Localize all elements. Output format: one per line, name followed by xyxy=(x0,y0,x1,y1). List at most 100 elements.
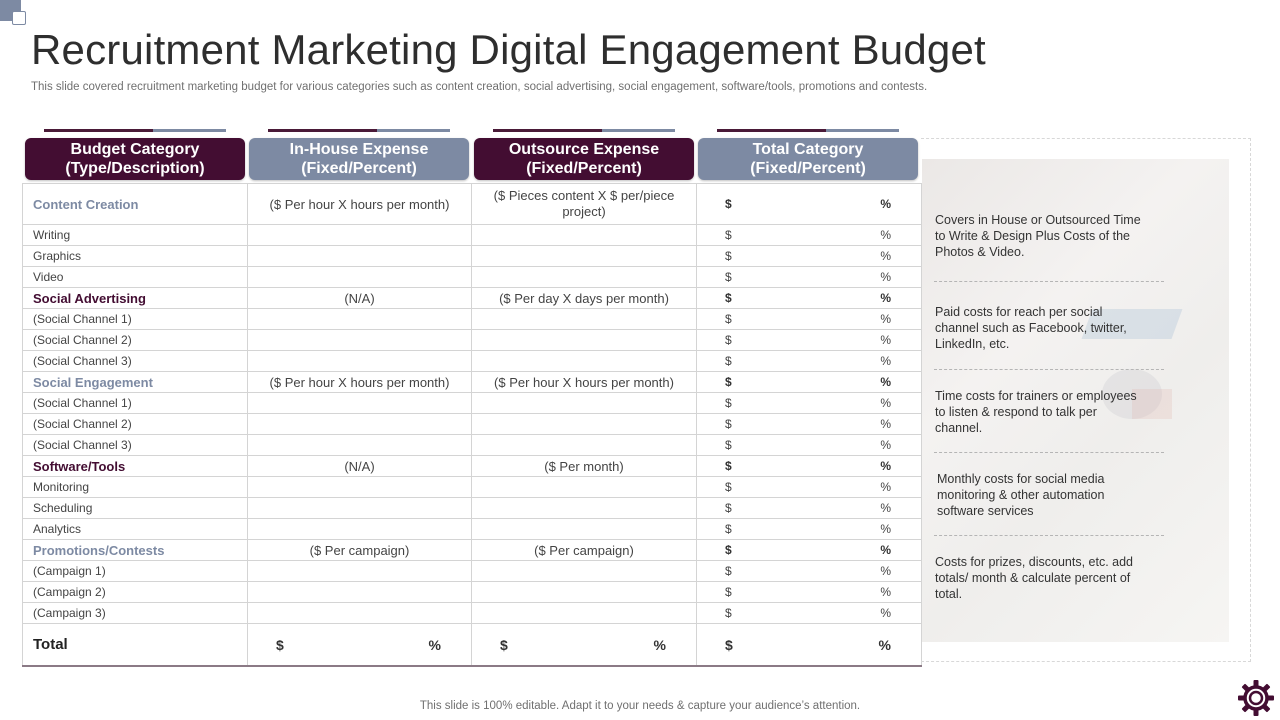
outsource-cell xyxy=(471,350,697,372)
row-label: (Campaign 2) xyxy=(22,581,248,603)
subcategory-row: Scheduling $% xyxy=(22,497,922,519)
budget-table: Content Creation ($ Per hour X hours per … xyxy=(22,183,922,667)
row-label: (Social Channel 3) xyxy=(22,434,248,456)
outsource-cell: ($ Per campaign) xyxy=(471,539,697,561)
total-cell: $% xyxy=(696,392,922,414)
inhouse-cell xyxy=(247,560,472,582)
row-label: (Social Channel 1) xyxy=(22,392,248,414)
note-promotions-contests: Costs for prizes, discounts, etc. add to… xyxy=(935,555,1134,601)
total-inhouse-cell: $ % xyxy=(247,623,472,667)
page-title: Recruitment Marketing Digital Engagement… xyxy=(31,26,986,73)
dollar-sign: $ xyxy=(725,543,732,557)
outsource-cell xyxy=(471,392,697,414)
outsource-cell xyxy=(471,602,697,624)
subcategory-row: (Social Channel 3) $% xyxy=(22,350,922,372)
note-divider xyxy=(934,452,1164,453)
total-outsource-cell: $ % xyxy=(471,623,697,667)
subcategory-row: (Social Channel 2) $% xyxy=(22,413,922,435)
subcategory-row: Monitoring $% xyxy=(22,476,922,498)
total-cell: $% xyxy=(696,602,922,624)
note-social-engagement: Time costs for trainers or employees to … xyxy=(935,389,1137,435)
percent-sign: % xyxy=(880,270,891,284)
outsource-cell: ($ Per month) xyxy=(471,455,697,477)
percent-sign: % xyxy=(880,312,891,326)
percent-sign: % xyxy=(880,564,891,578)
outsource-cell xyxy=(471,497,697,519)
row-label: (Social Channel 1) xyxy=(22,308,248,330)
inhouse-cell xyxy=(247,476,472,498)
corner-checkbox-icon xyxy=(12,11,26,25)
total-category-cell: $ % xyxy=(696,623,922,667)
dollar-sign: $ xyxy=(725,312,732,326)
category-row: Software/Tools (N/A) ($ Per month) $% xyxy=(22,455,922,477)
total-cell: $% xyxy=(696,266,922,288)
percent-sign: % xyxy=(880,438,891,452)
category-row: Social Advertising (N/A) ($ Per day X days… xyxy=(22,287,922,309)
outsource-cell: ($ Pieces content X $ per/piece project) xyxy=(471,183,697,225)
row-label: (Campaign 3) xyxy=(22,602,248,624)
percent-sign: % xyxy=(880,501,891,515)
subcategory-row: (Social Channel 2) $% xyxy=(22,329,922,351)
inhouse-cell xyxy=(247,602,472,624)
subcategory-row: Writing $% xyxy=(22,224,922,246)
total-cell: $% xyxy=(696,245,922,267)
subcategory-row: Video $% xyxy=(22,266,922,288)
row-label: Social Advertising xyxy=(22,287,248,309)
note-divider xyxy=(934,369,1164,370)
total-cell: $% xyxy=(696,560,922,582)
total-cell: $% xyxy=(696,434,922,456)
total-cell: $% xyxy=(696,413,922,435)
dollar-sign: $ xyxy=(725,564,732,578)
row-label: Social Engagement xyxy=(22,371,248,393)
row-label: Analytics xyxy=(22,518,248,540)
row-label: (Social Channel 3) xyxy=(22,350,248,372)
outsource-cell xyxy=(471,308,697,330)
total-cell: $% xyxy=(696,497,922,519)
percent-sign: % xyxy=(880,459,891,473)
outsource-cell xyxy=(471,434,697,456)
row-label: Content Creation xyxy=(22,183,248,225)
percent-sign: % xyxy=(880,522,891,536)
inhouse-cell: (N/A) xyxy=(247,455,472,477)
outsource-cell xyxy=(471,581,697,603)
inhouse-cell: ($ Per hour X hours per month) xyxy=(247,371,472,393)
dollar-sign: $ xyxy=(725,522,732,536)
inhouse-cell xyxy=(247,329,472,351)
inhouse-cell: (N/A) xyxy=(247,287,472,309)
row-label: Graphics xyxy=(22,245,248,267)
percent-sign: % xyxy=(880,333,891,347)
percent-sign: % xyxy=(880,291,891,305)
total-cell: $% xyxy=(696,287,922,309)
subcategory-row: Graphics $% xyxy=(22,245,922,267)
percent-sign: % xyxy=(880,480,891,494)
dollar-sign: $ xyxy=(725,606,732,620)
inhouse-cell xyxy=(247,497,472,519)
row-label: Scheduling xyxy=(22,497,248,519)
percent-sign: % xyxy=(880,585,891,599)
outsource-cell xyxy=(471,560,697,582)
dollar-sign: $ xyxy=(725,375,732,389)
total-cell: $% xyxy=(696,539,922,561)
total-label: Total xyxy=(22,623,248,667)
dollar-sign: $ xyxy=(725,333,732,347)
note-divider xyxy=(934,535,1164,536)
footer-note: This slide is 100% editable. Adapt it to… xyxy=(419,700,861,712)
row-label: Video xyxy=(22,266,248,288)
page-subtitle: This slide covered recruitment marketing… xyxy=(31,81,928,93)
header-budget-category: Budget Category (Type/Description) xyxy=(25,138,245,180)
category-row: Social Engagement ($ Per hour X hours per… xyxy=(22,371,922,393)
total-cell: $% xyxy=(696,371,922,393)
percent-sign: % xyxy=(880,396,891,410)
note-content-creation: Covers in House or Outsourced Time to Wr… xyxy=(935,213,1141,259)
dollar-sign: $ xyxy=(725,197,732,211)
inhouse-cell xyxy=(247,518,472,540)
dollar-sign: $ xyxy=(725,270,732,284)
outsource-cell xyxy=(471,224,697,246)
notes-panel xyxy=(921,138,1251,662)
gear-icon[interactable] xyxy=(1236,678,1276,718)
row-label: (Social Channel 2) xyxy=(22,413,248,435)
total-cell: $% xyxy=(696,329,922,351)
total-cell: $% xyxy=(696,518,922,540)
inhouse-cell xyxy=(247,392,472,414)
percent-sign: % xyxy=(880,197,891,211)
